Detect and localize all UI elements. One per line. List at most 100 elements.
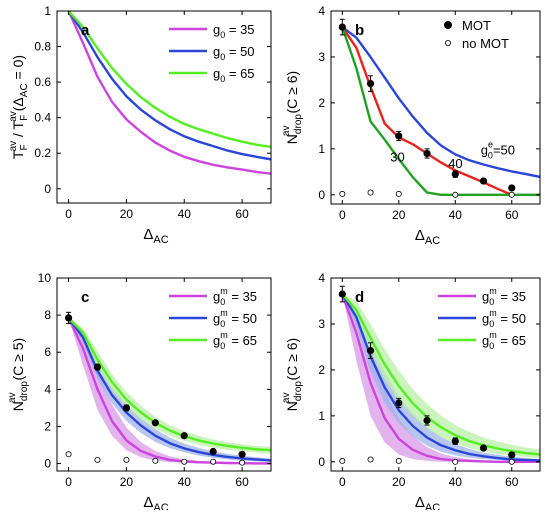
- plot-area: [64, 311, 271, 466]
- data-point-no-mot: [395, 457, 402, 464]
- y-tick-label: 3: [318, 50, 325, 64]
- legend-label-sup: m: [489, 286, 497, 296]
- x-tick-label: 60: [235, 475, 249, 489]
- x-tick-label: 60: [505, 208, 519, 222]
- x-tick-label: 0: [65, 475, 72, 489]
- y-axis-label-sup: av: [8, 111, 19, 122]
- data-point-mot: [395, 399, 403, 407]
- x-axis-label-main: Δ: [143, 494, 153, 510]
- y-tick-label: 6: [44, 345, 51, 359]
- x-tick-label: 0: [339, 208, 346, 222]
- curve-label-sup: e: [488, 139, 493, 149]
- axes-frame: [330, 10, 541, 205]
- legend-label-sub: 0: [220, 319, 225, 329]
- panel-label: c: [81, 289, 89, 306]
- x-axis-label: ΔAC: [143, 494, 168, 510]
- data-point-mot: [209, 447, 217, 456]
- x-axis-label-sub: AC: [153, 502, 168, 510]
- data-point-no-mot: [181, 458, 188, 465]
- y-tick-label: 0: [318, 188, 325, 202]
- legend-label-sub: 0: [489, 297, 494, 307]
- legend-label-sub: 0: [220, 341, 225, 351]
- y-axis-label-main: N: [284, 401, 300, 411]
- legend-label: g0m = 65: [482, 330, 526, 351]
- plot-area: [67, 11, 271, 175]
- legend-label-main: g: [482, 333, 489, 348]
- curve-label-tail: =50: [493, 142, 515, 157]
- curve-label-main: 40: [448, 156, 462, 171]
- legend-label-tail: = 65: [225, 66, 254, 81]
- data-point-mot: [64, 314, 73, 322]
- series-line: [341, 26, 540, 197]
- data-point-mot: [508, 184, 516, 192]
- axes-frame: [56, 10, 272, 204]
- legend-label-tail: = 65: [228, 333, 257, 348]
- y-axis-label-mid: / T: [10, 120, 26, 140]
- x-axis-label-sub: AC: [425, 502, 440, 510]
- y-tick-label: 4: [318, 271, 325, 285]
- y-tick-label: 0: [44, 457, 51, 471]
- data-point-mot: [423, 149, 431, 158]
- x-tick-label: 40: [449, 475, 463, 489]
- y-axis-label-tail: (Δ: [10, 97, 26, 111]
- legend-label: g0m = 50: [213, 308, 257, 329]
- y-tick-label: 0.8: [34, 40, 51, 54]
- x-axis-label-sub: AC: [153, 234, 168, 246]
- x-tick-label: 40: [178, 475, 192, 489]
- data-point-mot: [338, 290, 346, 298]
- y-axis-label-main: N: [10, 401, 26, 411]
- x-tick-label: 20: [120, 207, 134, 221]
- legend-label-sup: m: [220, 308, 228, 318]
- y-axis-label-sub: drop: [19, 381, 30, 401]
- data-point-no-mot: [367, 456, 374, 463]
- data-point-no-mot: [152, 457, 159, 464]
- series-line: [67, 11, 271, 175]
- series-line: [67, 317, 271, 462]
- curve-label: 40: [448, 156, 462, 171]
- series-line: [341, 293, 540, 462]
- y-axis-label-sup: av: [281, 392, 292, 403]
- axes-frame: [330, 277, 541, 472]
- legend-label-main: g: [213, 289, 220, 304]
- legend-label-tail: = 35: [497, 289, 526, 304]
- y-tick-label: 3: [318, 317, 325, 331]
- legend-label: g0m = 35: [482, 286, 526, 307]
- plot-area: [338, 18, 540, 198]
- x-axis-label: ΔAC: [415, 227, 440, 247]
- legend-label-tail: = 50: [497, 311, 526, 326]
- legend-label-sub: 0: [220, 297, 225, 307]
- panel-label: b: [355, 22, 364, 39]
- y-axis-label-tail: (C ≥ 5): [10, 338, 26, 381]
- legend-label-sub: 0: [220, 30, 225, 40]
- legend-label: no MOT: [462, 36, 509, 51]
- y-axis-label: Ndropav (C ≥ 5): [7, 338, 30, 411]
- legend-label-tail: = 35: [228, 289, 257, 304]
- legend-label: g0 = 65: [213, 66, 255, 84]
- legend-label-sub: 0: [489, 319, 494, 329]
- y-axis-label: Ndropav (C ≥ 6): [281, 338, 304, 411]
- confidence-band: [68, 317, 271, 454]
- y-tick-label: 0: [318, 455, 325, 469]
- data-point-no-mot: [395, 190, 402, 197]
- axes-frame: [56, 277, 272, 472]
- legend-label-main: g: [482, 311, 489, 326]
- data-point-no-mot: [452, 458, 459, 465]
- panel-b: 0 20 40 60 0 1 2 3 4 ΔAC Ndropav (C ≥ 6) b MOT no MOT g…: [281, 4, 541, 247]
- data-point-no-mot: [123, 456, 130, 463]
- y-tick-label: 0: [44, 182, 51, 196]
- data-point-no-mot: [508, 458, 515, 465]
- legend-label-tail: = 50: [228, 311, 257, 326]
- data-point-mot: [479, 444, 488, 452]
- data-point-mot: [366, 347, 375, 355]
- legend-label: g0 = 35: [213, 22, 255, 40]
- legend-label-tail: = 50: [225, 44, 254, 59]
- legend-label: g0m = 65: [213, 330, 257, 351]
- data-point-mot: [508, 451, 516, 459]
- legend-label-sup: m: [489, 330, 497, 340]
- curve-label: g0e=50: [481, 139, 515, 160]
- y-tick-label: 2: [44, 419, 51, 433]
